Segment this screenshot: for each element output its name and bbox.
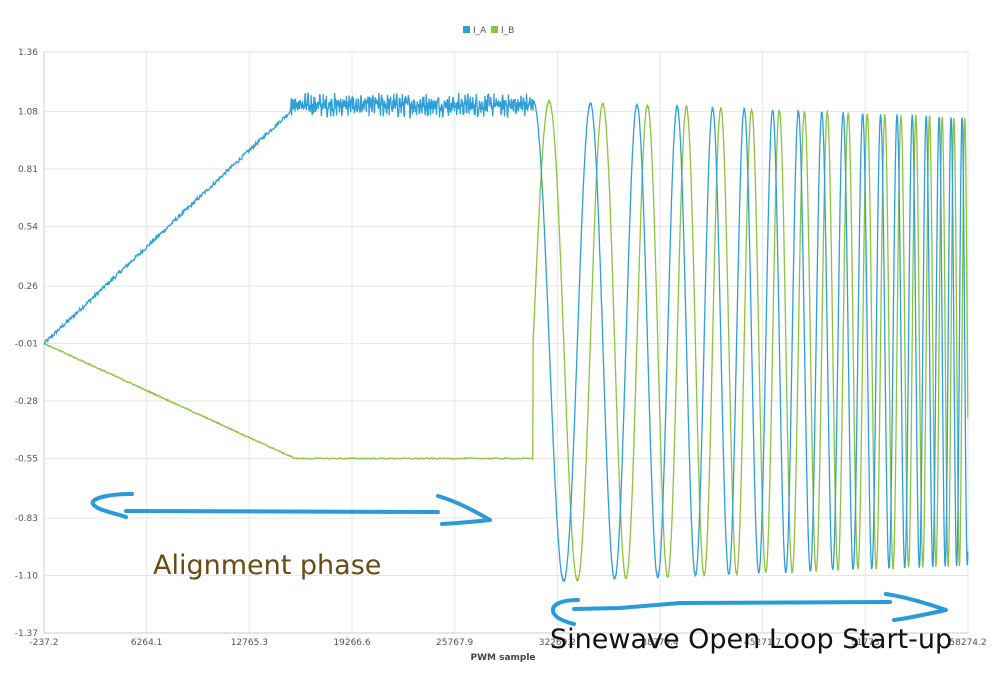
x-tick-label: 12765.3 <box>231 638 268 648</box>
series-line-i-b <box>43 98 969 582</box>
y-tick-label: 0.26 <box>18 282 38 292</box>
y-tick-label: -0.55 <box>15 454 38 464</box>
grid <box>43 51 969 634</box>
x-tick-label: 58274.2 <box>949 638 986 648</box>
legend-swatch-i-a <box>463 26 470 33</box>
legend-label-i-b: I_B <box>501 26 514 36</box>
alignment-arrow <box>90 492 492 526</box>
legend-label-i-a: I_A <box>473 26 487 36</box>
x-tick-label: 19266.6 <box>333 638 370 648</box>
y-tick-label: 1.08 <box>18 108 38 118</box>
x-tick-label: 45271.7 <box>744 638 781 648</box>
legend-swatch-i-b <box>491 26 498 33</box>
y-tick-label: 0.81 <box>18 165 38 175</box>
x-tick-label: 38770.4 <box>641 638 678 648</box>
y-tick-label: -0.28 <box>15 397 39 407</box>
legend[interactable]: I_A I_B <box>463 26 514 36</box>
annotation-arrows <box>90 492 948 626</box>
series-line-i-a <box>43 91 969 583</box>
y-tick-label: -0.01 <box>15 340 38 350</box>
x-tick-label: 51773 <box>851 638 880 648</box>
annotation-alignment-phase: Alignment phase <box>153 550 381 581</box>
y-axis-ticks: 1.36 1.08 0.81 0.54 0.26 -0.01 -0.28 -0.55 -0.83… <box>15 48 39 639</box>
y-tick-label: -1.10 <box>15 572 39 582</box>
y-tick-label: -0.83 <box>15 514 38 524</box>
x-tick-label: 6264.1 <box>131 638 163 648</box>
y-tick-label: 1.36 <box>18 48 38 58</box>
startup-arrow <box>550 592 948 626</box>
x-tick-label: -237.2 <box>29 638 58 648</box>
x-axis-ticks: -237.2 6264.1 12765.3 19266.6 25767.9 32269.2… <box>29 638 986 648</box>
x-axis-title: PWM sample <box>470 653 535 663</box>
x-tick-label: 25767.9 <box>436 638 473 648</box>
annotation-sinewave-startup: Sinewave Open Loop Start-up <box>550 624 952 655</box>
y-tick-label: -1.37 <box>15 629 38 639</box>
series-layer <box>43 91 969 583</box>
y-tick-label: 0.54 <box>18 223 38 233</box>
x-tick-label: 32269.2 <box>539 638 576 648</box>
